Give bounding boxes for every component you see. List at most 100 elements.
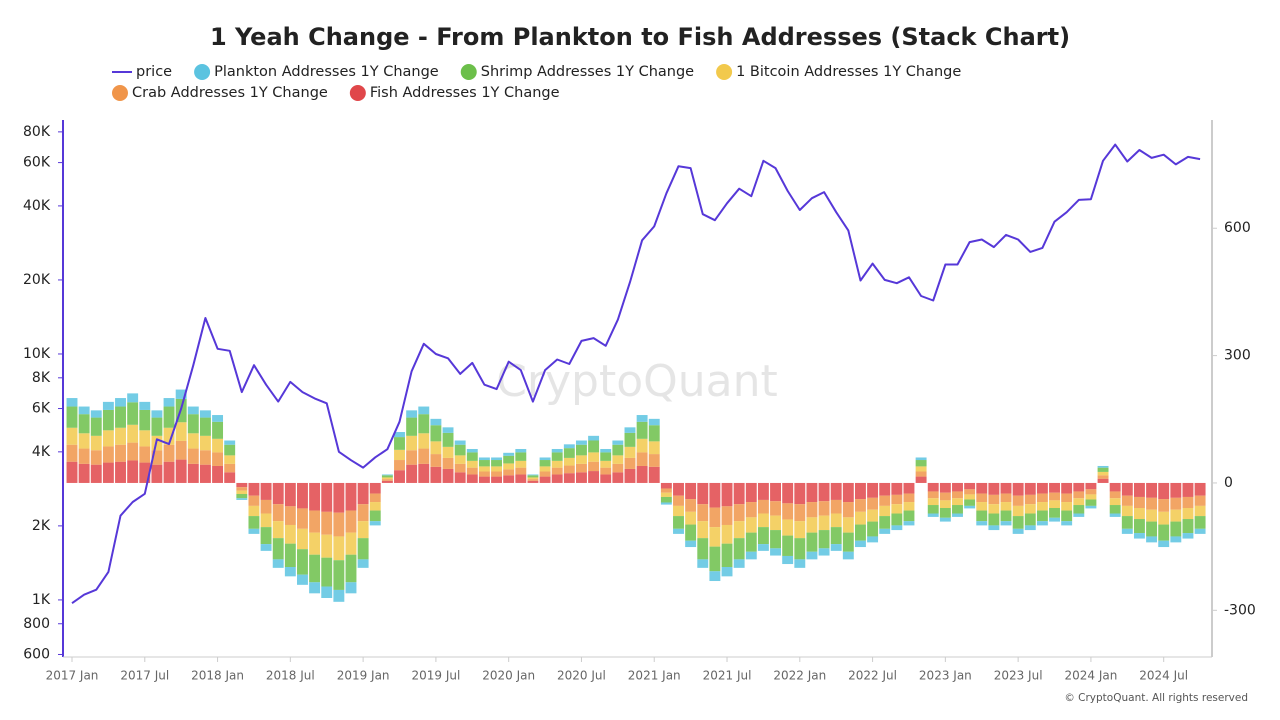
bar-segment	[272, 482, 284, 505]
chart-title: 1 Yeah Change - From Plankton to Fish Ad…	[210, 23, 1070, 51]
bar-segment	[1000, 493, 1012, 503]
bar-segment	[818, 530, 830, 549]
bar-segment	[297, 482, 308, 509]
bar-segment	[867, 497, 879, 510]
price-line	[71, 143, 1201, 605]
bar-segment	[357, 521, 369, 539]
bar-segment	[127, 393, 139, 403]
bar-segment	[442, 457, 454, 469]
bar-segment	[588, 440, 600, 453]
bar-segment	[1133, 496, 1145, 508]
bar-segment	[418, 463, 430, 483]
bar-segment	[321, 586, 333, 598]
bar-segment	[697, 482, 709, 505]
bar-segment	[709, 546, 721, 572]
bar-segment	[236, 498, 248, 500]
bar-segment	[770, 530, 781, 549]
bar-segment	[927, 491, 939, 499]
bar-segment	[1085, 499, 1097, 506]
legend-item[interactable]: Fish Addresses 1Y Change	[349, 85, 560, 101]
bar-segment	[369, 521, 381, 526]
bar-segment	[466, 452, 478, 461]
bar-segment	[369, 493, 381, 503]
bar-segment	[212, 452, 224, 466]
bar-segment	[394, 449, 405, 461]
bar-segment	[430, 418, 442, 426]
bar-segment	[1000, 502, 1012, 511]
bar-segment	[1073, 505, 1085, 514]
bar-segment	[551, 474, 563, 483]
bar-segment	[442, 468, 454, 483]
bar-segment	[430, 441, 442, 455]
bar-segment	[1109, 498, 1121, 506]
bar-segment	[260, 544, 272, 551]
bar-segment	[745, 532, 757, 552]
bar-segment	[903, 493, 915, 503]
bar-segment	[806, 551, 818, 560]
bar-segment	[660, 492, 672, 497]
bar-segment	[636, 452, 648, 466]
bar-segment	[721, 567, 733, 577]
bar-segment	[199, 464, 211, 483]
bar-segment	[515, 474, 527, 483]
legend-item[interactable]: Shrimp Addresses 1Y Change	[460, 64, 694, 80]
bar-segment	[1012, 495, 1024, 506]
bar-segment	[1036, 510, 1048, 522]
x-tick-label: 2018 Jul	[266, 669, 315, 683]
bar-segment	[685, 482, 697, 500]
bar-segment	[988, 482, 1000, 495]
bar-segment	[418, 433, 430, 449]
bar-segment	[466, 460, 478, 468]
bar-segment	[406, 417, 418, 436]
bar-segment	[151, 410, 163, 418]
bar-segment	[115, 444, 126, 462]
bar-segment	[127, 424, 139, 443]
bar-segment	[915, 476, 927, 483]
bar-segment	[248, 516, 260, 529]
bar-segment	[903, 482, 915, 494]
bar-segment	[163, 461, 175, 483]
bar-segment	[406, 435, 418, 451]
bar-segment	[1121, 528, 1133, 534]
bar-segment	[1085, 494, 1097, 500]
bar-segment	[1085, 489, 1097, 495]
bar-segment	[1085, 482, 1097, 490]
bar-segment	[721, 543, 733, 568]
bar-segment	[685, 540, 697, 548]
bar-segment	[187, 433, 199, 449]
bar-segment	[709, 507, 721, 528]
bar-segment	[321, 557, 333, 587]
x-tick-label: 2020 Jan	[482, 669, 535, 683]
bar-segment	[236, 493, 248, 499]
bar-segment	[478, 460, 490, 467]
bar-segment	[976, 493, 988, 503]
bar-segment	[139, 430, 151, 447]
bar-segment	[297, 574, 308, 585]
bar-segment	[588, 435, 600, 441]
bar-segment	[418, 448, 430, 464]
bar-segment	[1109, 505, 1121, 514]
bar-segment	[127, 460, 139, 483]
legend-item[interactable]: Crab Addresses 1Y Change	[112, 85, 328, 101]
bar-segment	[272, 559, 284, 568]
bar-segment	[903, 502, 915, 511]
bar-segment	[697, 538, 709, 560]
bar-segment	[1158, 511, 1170, 525]
legend-item[interactable]: Plankton Addresses 1Y Change	[194, 64, 439, 80]
bar-segment	[976, 502, 988, 511]
bar-segment	[757, 499, 769, 514]
legend-item[interactable]: 1 Bitcoin Addresses 1Y Change	[716, 64, 961, 80]
legend-item[interactable]: price	[112, 64, 172, 80]
bar-segment	[576, 455, 587, 464]
x-tick-label: 2019 Jan	[337, 669, 390, 683]
bar-segment	[1182, 533, 1194, 539]
bar-segment	[976, 510, 988, 522]
bar-segment	[1073, 498, 1085, 506]
bar-segment	[636, 421, 648, 439]
bar-segment	[102, 430, 114, 447]
bar-segment	[1109, 513, 1121, 517]
bar-segment	[1146, 509, 1158, 522]
bar-segment	[78, 433, 90, 449]
bar-segment	[321, 482, 333, 512]
bar-segment	[187, 448, 199, 464]
